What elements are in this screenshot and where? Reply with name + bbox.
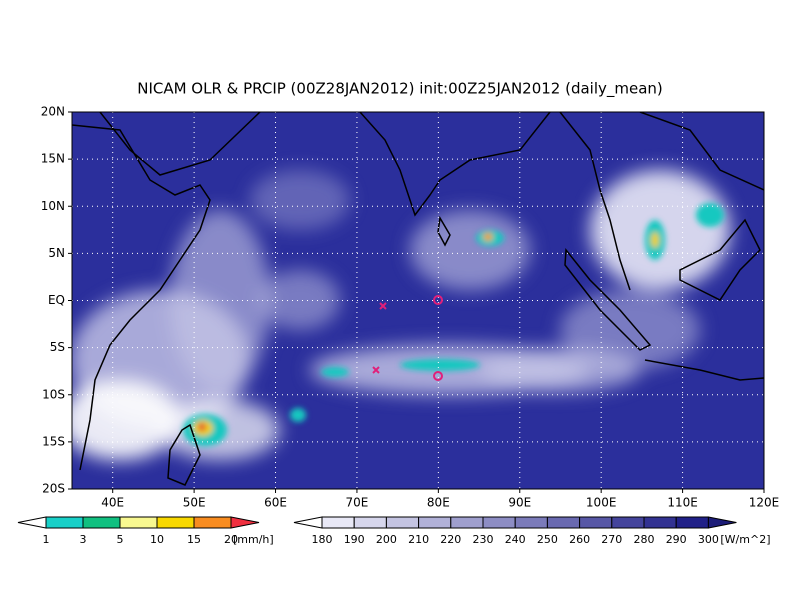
legends: 1 3 5 10 15 20[mm/h] 180 190 200 210 220 230 240 250 2… [17, 516, 771, 546]
colorbar-box [156, 516, 195, 529]
colorbar-box [514, 516, 548, 529]
colorbar-label: 270 [601, 533, 622, 546]
lon-label: 110E [667, 496, 698, 510]
map-field [72, 112, 764, 489]
colorbar-label: 5 [117, 533, 124, 546]
lat-label: 20S [42, 482, 65, 496]
title: NICAM OLR & PRCIP (00Z28JAN2012) init:00… [137, 80, 663, 99]
lat-label: 15S [42, 434, 65, 448]
colorbar-box [643, 516, 677, 529]
lat-label: 10N [41, 199, 65, 213]
colorbar-label: 260 [569, 533, 590, 546]
colorbar-end [293, 516, 323, 529]
colorbar-box [418, 516, 452, 529]
colorbar-label: 200 [376, 533, 397, 546]
colorbar-end [707, 516, 737, 529]
lat-label: 10S [42, 387, 65, 401]
lon-label: 60E [264, 496, 287, 510]
lon-label: 40E [101, 496, 124, 510]
lon-label: 120E [749, 496, 780, 510]
graticule [72, 112, 764, 489]
colorbar-label: 250 [537, 533, 558, 546]
colorbar-box [82, 516, 121, 529]
lat-label: 5N [48, 246, 65, 260]
colorbar-label: 20 [224, 533, 238, 546]
colorbar-box [482, 516, 516, 529]
colorbar-box [45, 516, 84, 529]
colorbar-box [579, 516, 613, 529]
colorbar-label: 280 [634, 533, 655, 546]
colorbar-label: 10 [150, 533, 164, 546]
colorbar-label: 300 [698, 533, 719, 546]
colorbar-label: 230 [473, 533, 494, 546]
colorbar-unit: [mm/h] [233, 533, 274, 546]
colorbar-box [321, 516, 355, 529]
colorbar-label: 210 [408, 533, 429, 546]
colorbar-label: 240 [505, 533, 526, 546]
colorbar-label: 220 [440, 533, 461, 546]
lon-label: 100E [586, 496, 617, 510]
colorbar-label: 1 [43, 533, 50, 546]
colorbar-label: 15 [187, 533, 201, 546]
lat-label: 20N [41, 105, 65, 119]
colorbar-label: 3 [80, 533, 87, 546]
colorbar-end [230, 516, 260, 529]
lat-label: 5S [50, 340, 65, 354]
lon-label: 70E [346, 496, 369, 510]
lon-label: 80E [427, 496, 450, 510]
colorbar-box [450, 516, 484, 529]
colorbar-label: 290 [666, 533, 687, 546]
lat-label: 15N [41, 152, 65, 166]
colorbar-box [675, 516, 709, 529]
colorbar-box [385, 516, 420, 529]
colorbar-end [17, 516, 47, 529]
colorbar-box [193, 516, 232, 529]
colorbar-label: 190 [344, 533, 365, 546]
colorbar-unit: [W/m^2] [720, 533, 770, 546]
colorbar-box [611, 516, 645, 529]
colorbar-box [119, 516, 158, 529]
lon-label: 90E [508, 496, 531, 510]
colorbar-box [353, 516, 387, 529]
lat-label: EQ [48, 293, 65, 307]
colorbar-box [546, 516, 581, 529]
colorbar-label: 180 [312, 533, 333, 546]
lon-label: 50E [183, 496, 206, 510]
markers [372, 295, 443, 381]
